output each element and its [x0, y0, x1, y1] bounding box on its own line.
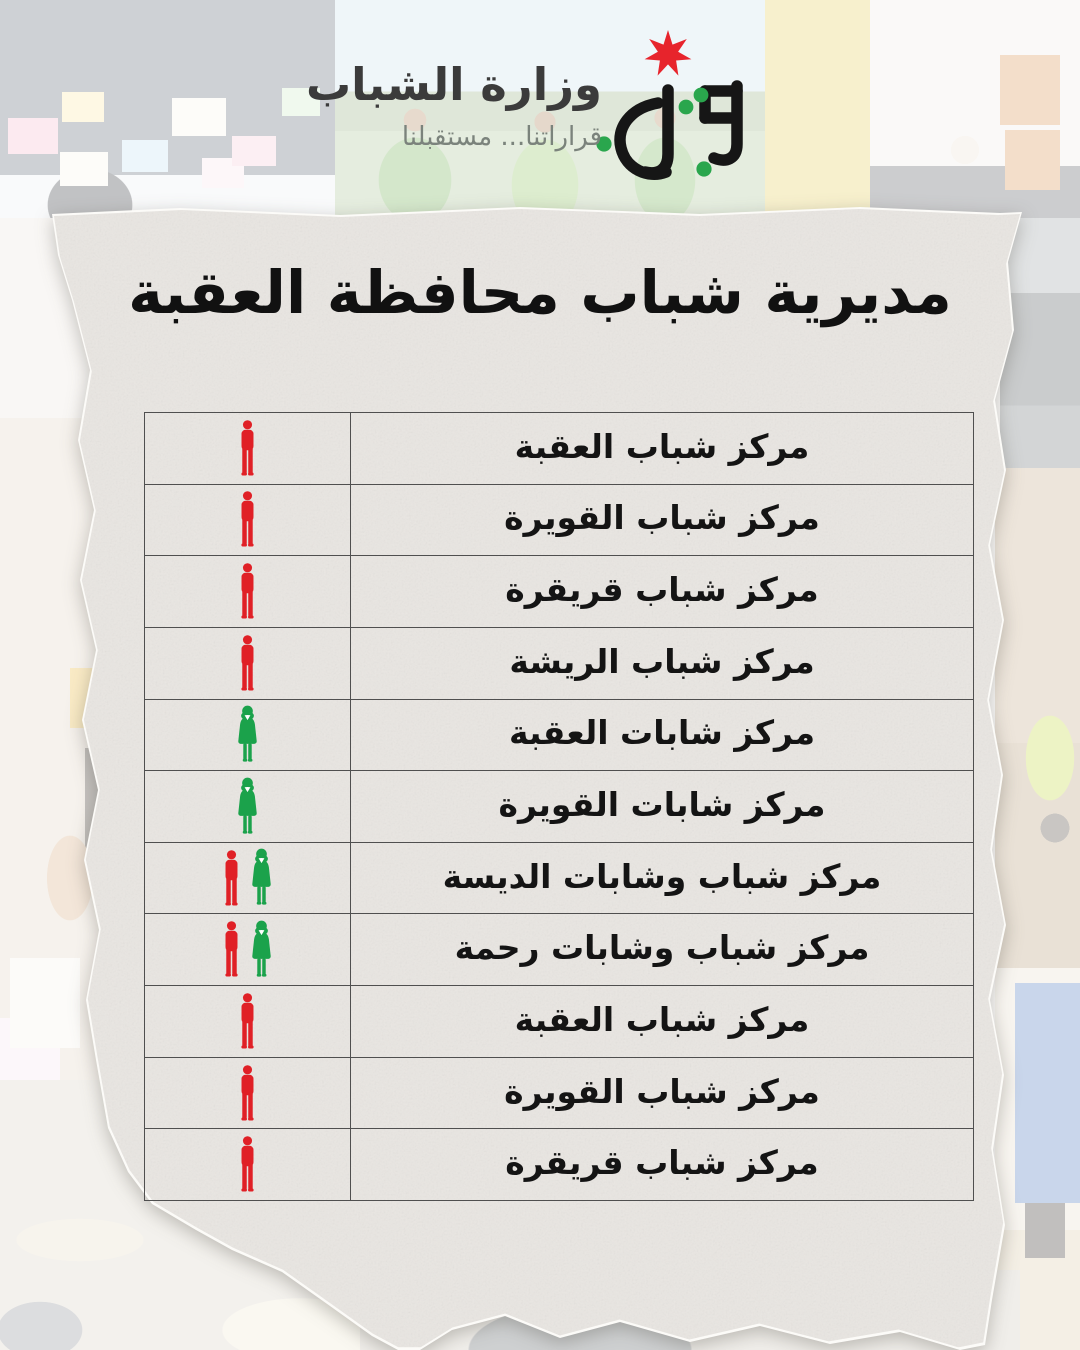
ministry-name: وزارة الشباب [305, 58, 602, 111]
male-icon [236, 563, 259, 620]
gender-icon-cell [145, 914, 351, 986]
female-icon [247, 920, 276, 980]
male-icon [236, 1136, 259, 1193]
center-name: مركز شباب الريشة [509, 641, 815, 681]
gender-icon-cell [145, 1129, 351, 1201]
gender-icon-cell [145, 699, 351, 771]
male-icon [220, 850, 243, 907]
center-name: مركز شباب قريقرة [505, 570, 819, 610]
calligraphy-strokes [614, 80, 743, 180]
logo-green-dots [596, 87, 712, 177]
gender-icon-cell [145, 1057, 351, 1129]
female-icon [233, 777, 262, 837]
table-row: مركز شباب العقبة [145, 413, 973, 485]
table-row: مركز شباب قريقرة [145, 1129, 973, 1201]
male-icon [220, 921, 243, 978]
gender-icon-cell [145, 986, 351, 1057]
male-icon [236, 993, 259, 1050]
gender-icon-cell [145, 627, 351, 699]
table-row: مركز شباب قريقرة [145, 556, 973, 628]
jordan-star-icon [644, 30, 692, 76]
center-name: مركز شابات العقبة [509, 713, 816, 753]
center-name: مركز شباب العقبة [514, 426, 810, 466]
center-name: مركز شباب وشابات الديسة [442, 856, 882, 896]
center-name: مركز شباب قريقرة [505, 1143, 819, 1183]
gender-icon-cell [145, 842, 351, 914]
male-icon [236, 1065, 259, 1122]
table-row: مركز شباب وشابات الديسة [145, 842, 973, 915]
page-title: مديرية شباب محافظة العقبة [128, 258, 952, 327]
male-icon [236, 491, 259, 548]
table-row: مركز شباب الريشة [145, 627, 973, 700]
table-row: مركز شباب العقبة [145, 986, 973, 1058]
torn-paper-surface [53, 208, 1021, 1348]
gender-icon-cell [145, 484, 351, 556]
gender-icon-cell [145, 556, 351, 627]
paper-grain-texture [53, 208, 1021, 1348]
gender-icon-cell [145, 771, 351, 842]
table-row: مركز شباب القويرة [145, 1057, 973, 1130]
table-row: مركز شباب القويرة [145, 484, 973, 557]
center-name: مركز شابات القويرة [498, 785, 826, 825]
center-name: مركز شباب وشابات رحمة [454, 928, 870, 968]
table-row: مركز شباب وشابات رحمة [145, 914, 973, 987]
gender-icon-cell [145, 413, 351, 484]
male-icon [236, 635, 259, 692]
ministry-logo-mark [596, 30, 743, 180]
center-name: مركز شباب القويرة [504, 1071, 820, 1111]
table-row: مركز شابات القويرة [145, 771, 973, 843]
male-icon [236, 420, 259, 477]
table-row: مركز شابات العقبة [145, 699, 973, 772]
ministry-tagline: قراراتنا... مستقبلنا [401, 122, 602, 152]
center-name: مركز شباب العقبة [514, 999, 810, 1039]
youth-centers-table: مركز شباب العقبة مركز شباب القويرة مركز شب… [144, 412, 974, 1201]
female-icon [233, 705, 262, 765]
female-icon [247, 848, 276, 908]
center-name: مركز شباب القويرة [504, 498, 820, 538]
